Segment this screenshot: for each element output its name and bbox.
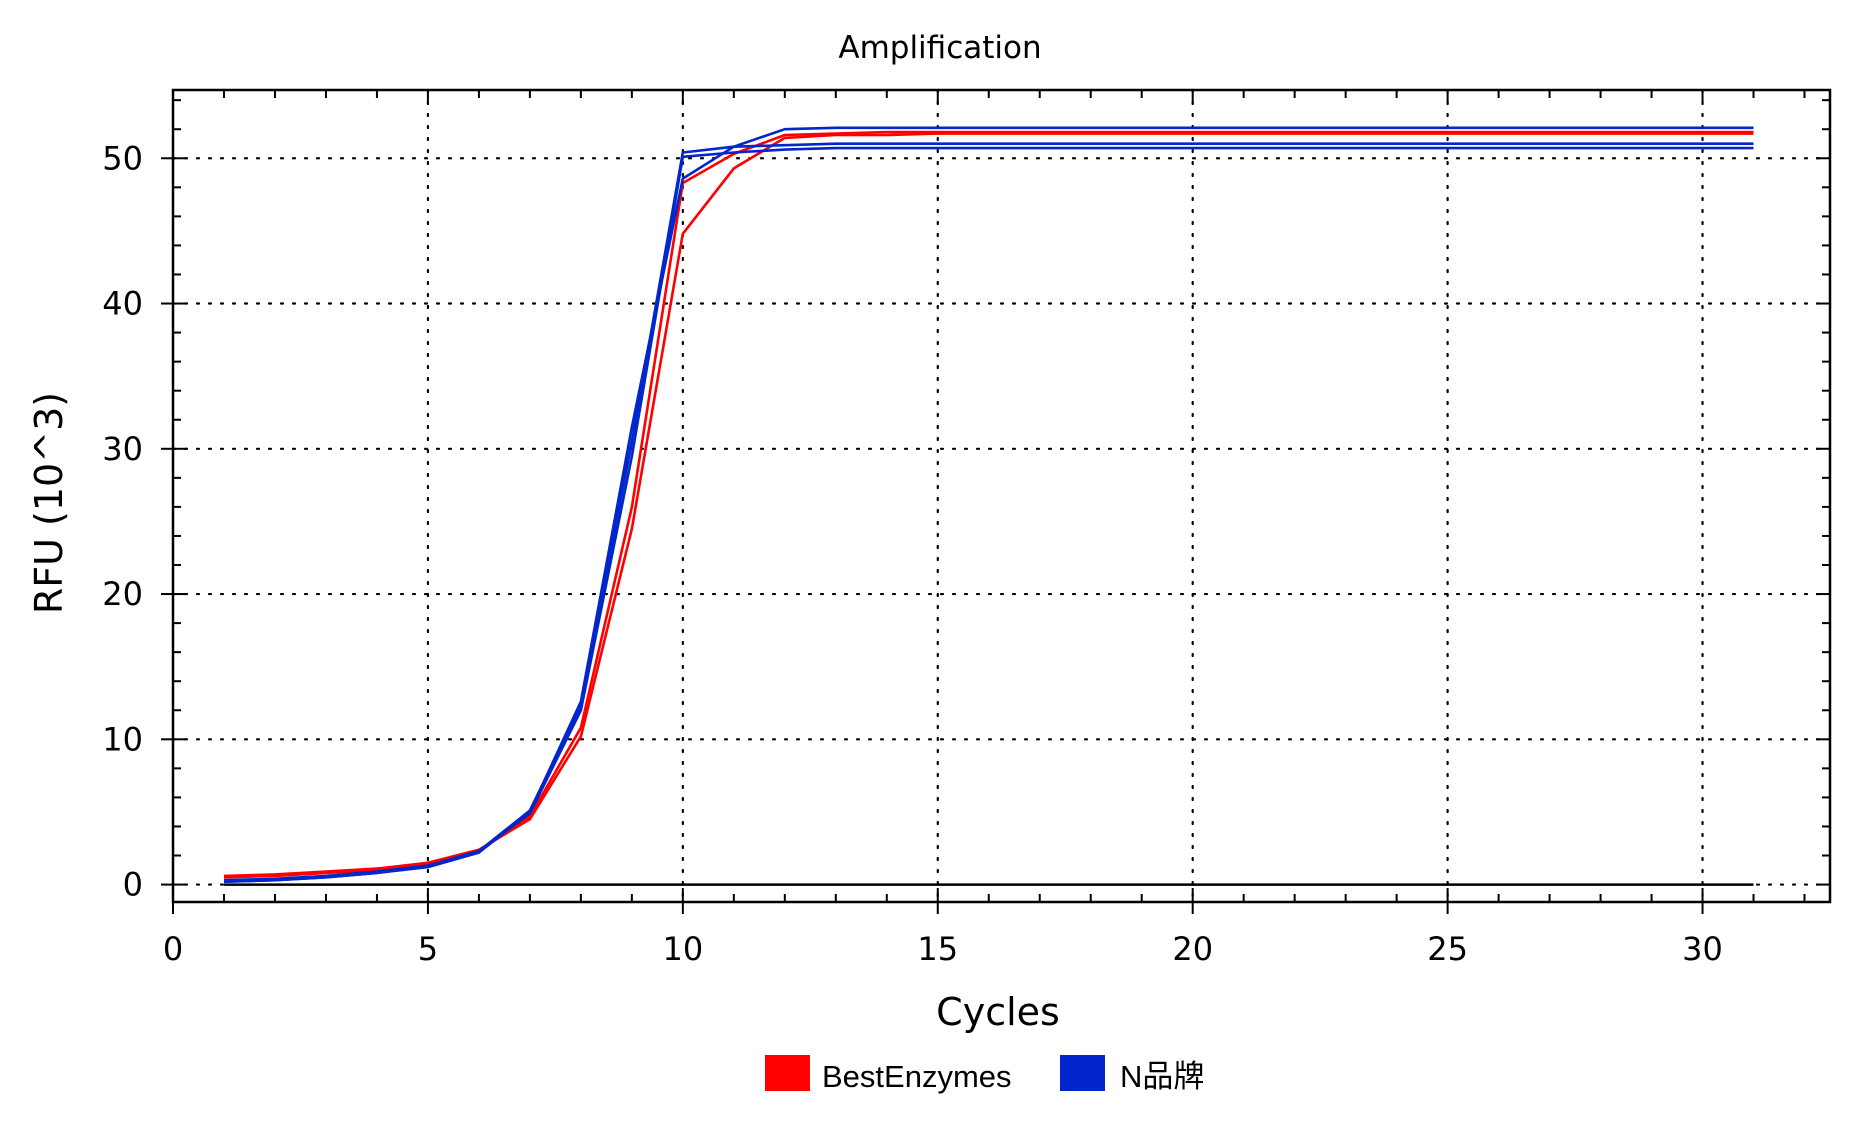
- legend-label-bestenzymes: BestEnzymes: [822, 1059, 1012, 1094]
- axis-ticks: [161, 90, 1830, 914]
- series-line-bestenzymes-1: [223, 130, 1754, 879]
- y-tick-label: 50: [102, 139, 143, 177]
- plot-frame: [171, 88, 1832, 904]
- x-tick-label: 20: [1172, 930, 1213, 968]
- y-tick-label: 10: [102, 720, 143, 758]
- x-tick-label: 30: [1682, 930, 1723, 968]
- legend-swatch-n-brand: [1060, 1055, 1105, 1091]
- tick-labels: 0 5 10 15 20 25 30 0 10 20 30 40 50: [102, 139, 1723, 968]
- series-line-n-brand-3: [223, 146, 1754, 882]
- chart-title: Amplification: [838, 30, 1041, 66]
- y-tick-label: 30: [102, 430, 143, 468]
- legend-label-n-brand: N品牌: [1120, 1059, 1204, 1094]
- x-tick-label: 5: [418, 930, 438, 968]
- x-tick-label: 15: [917, 930, 958, 968]
- y-axis-label: RFU (10^3): [27, 392, 71, 614]
- legend-swatch-bestenzymes: [765, 1055, 810, 1091]
- series-line-n-brand-2: [223, 126, 1754, 883]
- x-tick-label: 25: [1427, 930, 1468, 968]
- y-tick-label: 0: [123, 866, 143, 904]
- series-line-bestenzymes-0: [223, 132, 1754, 878]
- series-line-n-brand-4: [223, 142, 1754, 883]
- x-tick-label: 0: [163, 930, 183, 968]
- legend: BestEnzymes N品牌: [765, 1055, 1204, 1094]
- x-tick-label: 10: [662, 930, 703, 968]
- grid-lines: [171, 88, 1832, 904]
- y-tick-label: 40: [102, 285, 143, 323]
- x-axis-label: Cycles: [936, 990, 1060, 1034]
- series-layer: [223, 126, 1754, 886]
- y-tick-label: 20: [102, 575, 143, 613]
